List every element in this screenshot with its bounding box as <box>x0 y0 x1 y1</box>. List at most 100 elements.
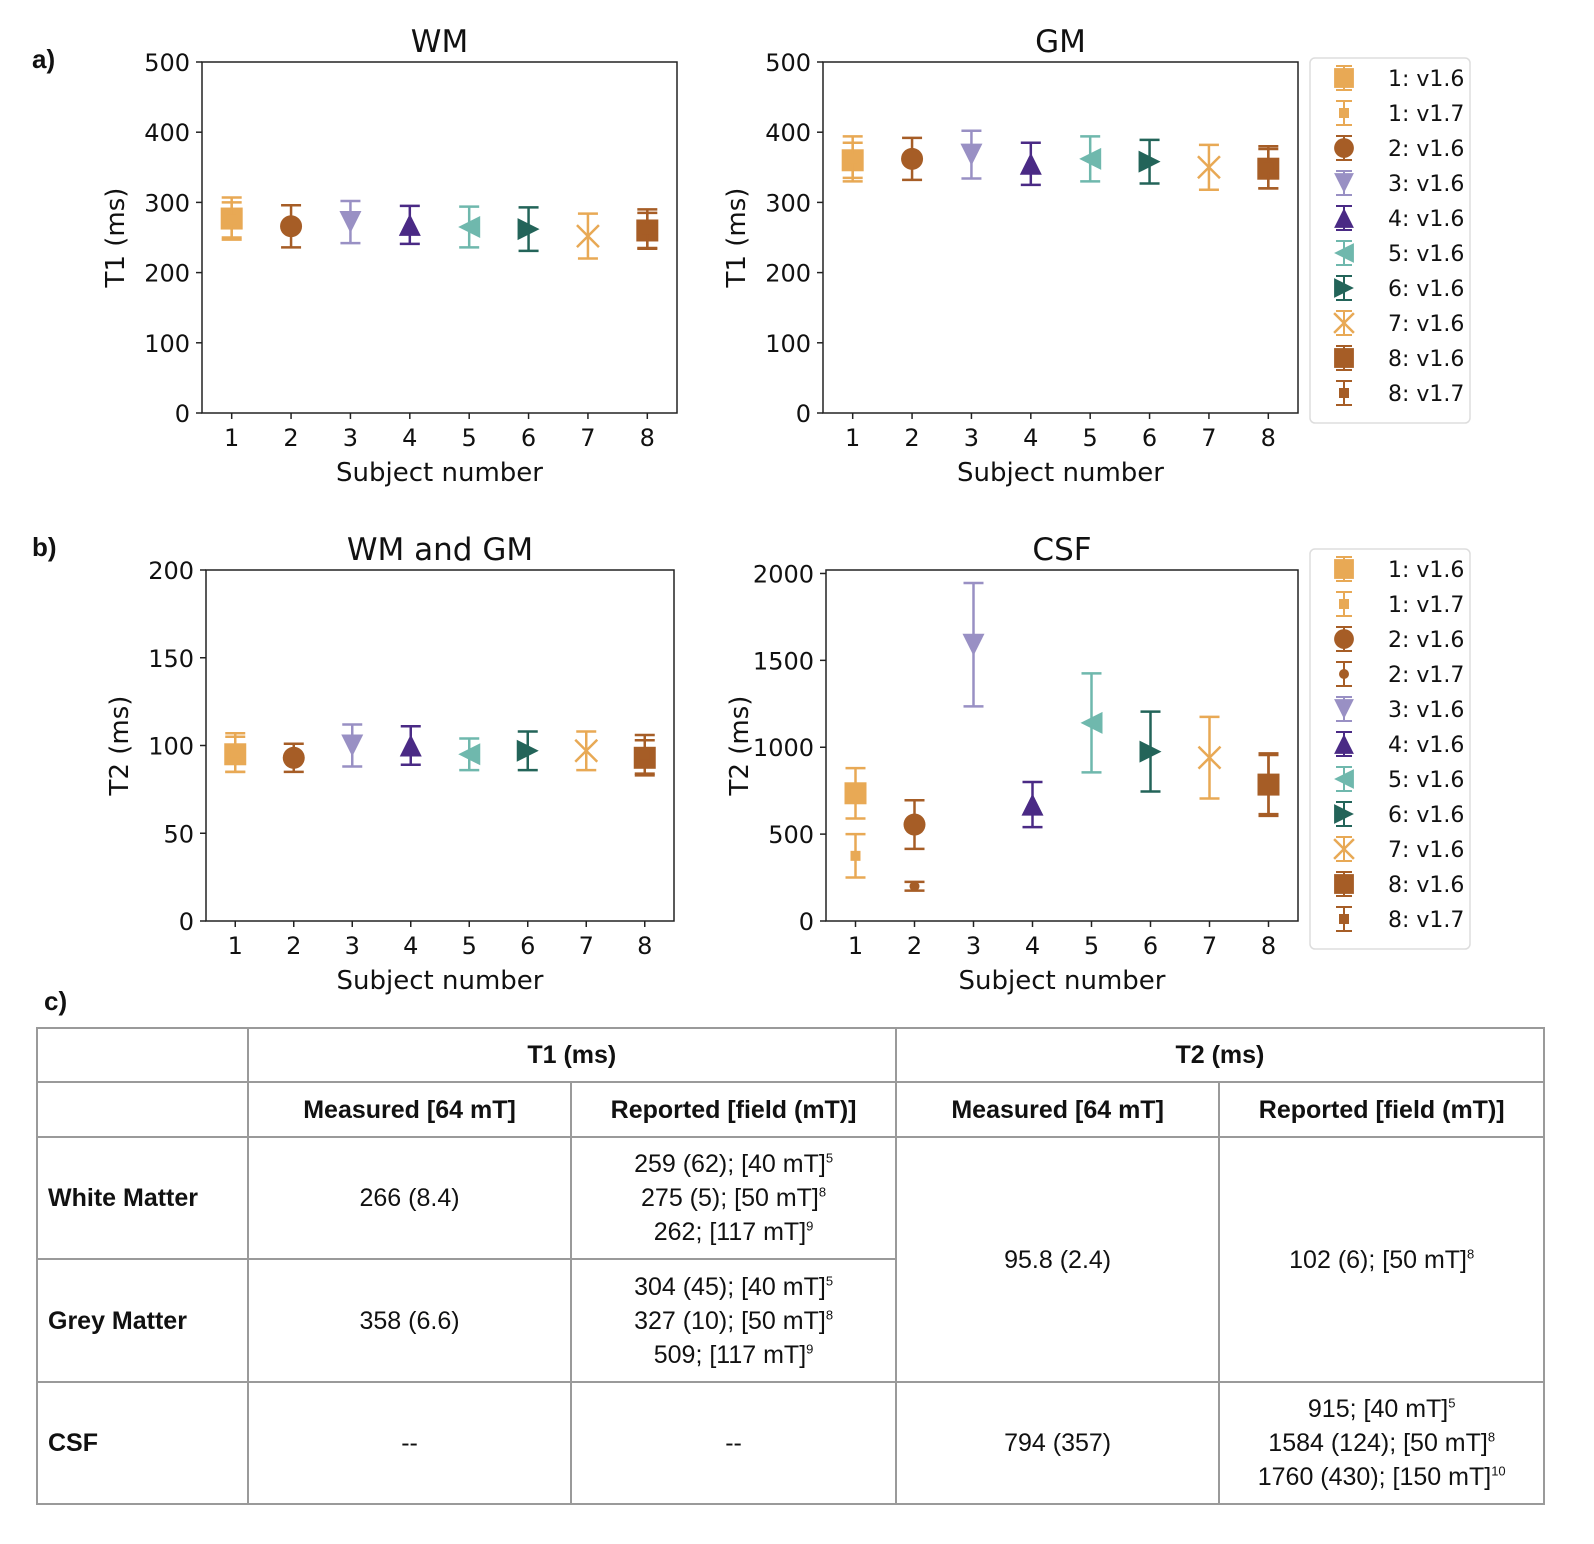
legend-label: 1: v1.7 <box>1388 593 1464 618</box>
ref-number: 5 <box>825 1273 834 1289</box>
legend-entry: 8: v1.6 <box>1334 345 1464 372</box>
t2-measured: 95.8 (2.4) <box>894 1136 1221 1383</box>
square-marker <box>1334 348 1354 368</box>
legend-label: 8: v1.7 <box>1388 908 1464 933</box>
x-stroke <box>1333 838 1355 860</box>
ref-number: 8 <box>818 1184 827 1200</box>
x-tick-label: 7 <box>580 424 595 452</box>
header-row-1: T1 (ms) T2 (ms) <box>36 1027 1546 1083</box>
x-tick-label: 1 <box>848 932 863 960</box>
t2-reported: 102 (6); [50 mT]8 <box>1218 1136 1545 1383</box>
chart-title: CSF <box>1032 532 1091 568</box>
x-tick-label: 6 <box>521 424 536 452</box>
data-point-3-v1-6 <box>960 129 983 180</box>
legend-label: 4: v1.6 <box>1388 207 1464 232</box>
ref-number: 8 <box>1467 1246 1475 1262</box>
t2-reported: 915; [40 mT]5 1584 (124); [50 mT]8 1760 (4… <box>1218 1381 1545 1505</box>
triangle-up-marker <box>399 734 422 757</box>
data-point-3-v1-6 <box>341 723 364 768</box>
legend-label: 2: v1.7 <box>1388 663 1464 688</box>
plot-frame <box>822 61 1299 414</box>
t1-measured: -- <box>246 1381 573 1505</box>
data-point-2-v1-7 <box>904 880 925 892</box>
y-tick-label: 200 <box>148 557 194 585</box>
triangle-right-marker <box>1139 740 1162 763</box>
legend-entry: 5: v1.6 <box>1334 240 1464 267</box>
x-tick-label: 3 <box>964 424 979 452</box>
data-point-5-v1-6 <box>458 205 481 249</box>
y-tick-label: 0 <box>179 908 194 936</box>
y-tick-label: 1500 <box>753 647 814 675</box>
x-stroke <box>1197 745 1222 770</box>
chart-title: WM <box>411 24 468 60</box>
legend-entry: 2: v1.6 <box>1334 626 1464 653</box>
chart-wm: WM Subject number T1 (ms) 1 2 3 4 5 6 7 8 0 100 200 30… <box>101 24 678 488</box>
circle-marker <box>282 746 305 769</box>
data-point-2-v1-6 <box>901 136 924 182</box>
ref-text: 915; [40 mT] <box>1307 1395 1449 1423</box>
y-tick-label: 2000 <box>753 560 814 588</box>
x-tick-label: 3 <box>966 932 981 960</box>
panel-label-b: b) <box>32 532 57 562</box>
data-point-6-v1-6 <box>1138 138 1161 185</box>
small-square-marker <box>850 850 861 861</box>
y-axis-label: T1 (ms) <box>101 188 131 289</box>
legend-entry: 8: v1.7 <box>1336 906 1464 933</box>
legend-label: 1: v1.6 <box>1388 558 1464 583</box>
triangle-right-marker <box>1138 150 1161 173</box>
x-stroke <box>1197 155 1221 180</box>
x-tick-label: 2 <box>904 424 919 452</box>
ref-text: 275 (5); [50 mT] <box>641 1184 819 1212</box>
x-tick-label: 4 <box>403 932 418 960</box>
row-label: CSF <box>36 1381 249 1505</box>
y-tick-label: 0 <box>796 400 811 428</box>
x-marker <box>574 738 599 763</box>
data-point-7-v1-6 <box>574 730 599 772</box>
small-square-marker <box>1263 779 1274 790</box>
plot-frame <box>205 569 675 922</box>
data-point-5-v1-6 <box>1080 672 1103 774</box>
triangle-left-marker <box>458 743 481 766</box>
y-tick-label: 400 <box>144 119 190 147</box>
results-table: T1 (ms) T2 (ms) Measured [64 mT] Reporte… <box>36 1027 1546 1505</box>
circle-marker <box>1334 138 1354 158</box>
plot-frame <box>825 569 1299 922</box>
x-tick-label: 2 <box>907 932 922 960</box>
triangle-up-marker <box>1334 734 1354 754</box>
legend-entry: 1: v1.7 <box>1336 100 1464 127</box>
data-point-8-v1-7 <box>1258 753 1279 816</box>
y-axis-label: T1 (ms) <box>722 188 752 289</box>
triangle-left-marker <box>1334 769 1354 789</box>
x-tick-label: 4 <box>1025 932 1040 960</box>
circle-marker <box>280 215 303 238</box>
square-marker <box>844 782 867 805</box>
legend-entry: 4: v1.6 <box>1334 731 1464 758</box>
legend-entry: 1: v1.7 <box>1336 591 1464 618</box>
triangle-left-marker <box>1334 243 1354 263</box>
legend-label: 3: v1.6 <box>1388 698 1464 723</box>
legend-label: 1: v1.7 <box>1388 102 1464 127</box>
data-point-6-v1-6 <box>516 730 539 772</box>
y-tick-label: 50 <box>163 820 194 848</box>
y-tick-label: 200 <box>144 260 190 288</box>
triangle-left-marker <box>1080 711 1103 734</box>
small-square-marker <box>642 224 653 235</box>
small-square-marker <box>1263 162 1274 173</box>
corner-cell <box>36 1027 249 1083</box>
legend-entry: 3: v1.6 <box>1334 170 1464 197</box>
data-point-2-v1-6 <box>280 203 303 249</box>
x-tick-label: 5 <box>1083 424 1098 452</box>
legend-entry: 6: v1.6 <box>1334 801 1464 828</box>
y-tick-label: 1000 <box>753 734 814 762</box>
small-square-marker <box>1339 914 1349 924</box>
y-tick-label: 500 <box>765 49 811 77</box>
triangle-down-marker <box>962 633 985 656</box>
legend: 1: v1.6 1: v1.7 2: v1.6 2: v1.7 3: v1.6 4: v1… <box>1309 548 1471 950</box>
x-tick-label: 8 <box>640 424 655 452</box>
data-point-4-v1-6 <box>398 204 421 246</box>
data-point-4-v1-6 <box>1021 780 1044 829</box>
data-point-2-v1-6 <box>282 742 305 774</box>
y-axis-label: T2 (ms) <box>725 696 755 797</box>
legend-entry: 8: v1.7 <box>1336 380 1464 407</box>
